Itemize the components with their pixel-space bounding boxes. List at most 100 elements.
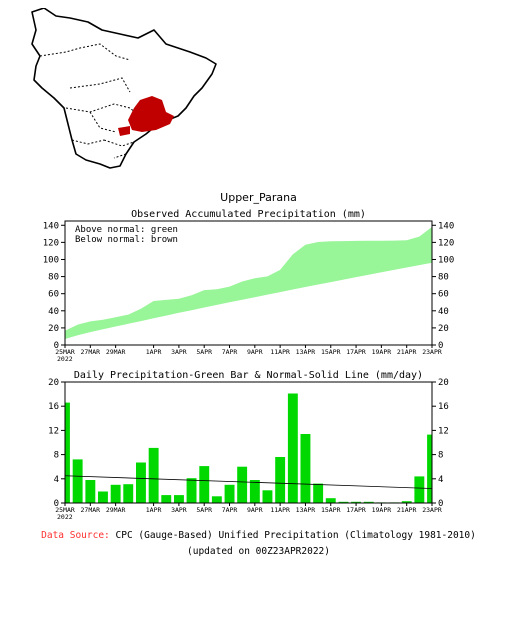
y-tick-label-left: 0 (54, 499, 59, 509)
south-america-outline (31, 8, 217, 169)
x-tick-label: 7APR (222, 348, 238, 356)
x-tick-label: 5APR (196, 506, 212, 514)
daily-bar (325, 498, 336, 503)
daily-bar (427, 434, 432, 503)
x-tick-label: 21APR (397, 506, 417, 514)
x-year-label: 2022 (57, 513, 73, 521)
y-tick-label-right: 0 (438, 341, 443, 351)
upper-parana-region (128, 96, 174, 132)
daily-bar (161, 495, 172, 503)
x-tick-label: 11APR (270, 348, 290, 356)
daily-bar (300, 434, 311, 503)
daily-bar (72, 459, 83, 503)
y-tick-label-right: 80 (438, 273, 449, 283)
y-tick-label-right: 0 (438, 499, 443, 509)
x-tick-label: 19APR (372, 348, 392, 356)
y-tick-label-left: 40 (48, 307, 59, 317)
x-tick-label: 23APR (422, 348, 442, 356)
x-tick-label: 15APR (321, 506, 341, 514)
x-tick-label: 15APR (321, 348, 341, 356)
legend-line: Above normal: green (75, 225, 178, 235)
daily-bar (363, 501, 374, 503)
daily-bar (275, 457, 286, 503)
data-source-label: Data Source: (41, 530, 110, 541)
daily-bar (65, 402, 70, 503)
y-tick-label-right: 140 (438, 221, 454, 231)
x-tick-label: 27MAR (81, 506, 101, 514)
y-tick-label-right: 40 (438, 307, 449, 317)
plot-border (64, 220, 433, 346)
region-outlet (118, 126, 130, 136)
x-tick-label: 9APR (247, 348, 263, 356)
daily-bar (110, 484, 121, 503)
y-tick-label-right: 20 (438, 378, 449, 388)
plot-border (64, 381, 433, 504)
daily-bar (98, 491, 108, 503)
y-tick-label-right: 120 (438, 238, 454, 248)
x-tick-label: 13APR (296, 348, 316, 356)
x-tick-label: 25MAR (55, 348, 75, 356)
above-normal-area (65, 226, 432, 339)
x-tick-label: 27MAR (81, 348, 101, 356)
daily-bar (351, 501, 361, 503)
y-tick-label-left: 0 (54, 341, 59, 351)
x-tick-label: 1APR (146, 348, 162, 356)
legend-line: Below normal: brown (75, 235, 178, 245)
x-tick-label: 1APR (146, 506, 162, 514)
x-tick-label: 3APR (171, 348, 187, 356)
daily-bar (199, 466, 210, 503)
daily-bar (414, 476, 425, 503)
x-tick-label: 5APR (196, 348, 212, 356)
x-tick-label: 7APR (222, 506, 238, 514)
y-tick-label-left: 20 (48, 324, 59, 334)
x-tick-label: 11APR (270, 506, 290, 514)
daily-bar (313, 483, 324, 503)
daily-bar (237, 466, 248, 503)
normal-line (64, 475, 433, 489)
y-tick-label-left: 12 (48, 426, 59, 436)
daily-bar (401, 501, 412, 503)
x-tick-label: 29MAR (106, 348, 126, 356)
y-tick-label-right: 4 (438, 475, 443, 485)
x-tick-label: 19APR (372, 506, 392, 514)
daily-bar (136, 462, 146, 503)
y-tick-label-left: 60 (48, 290, 59, 300)
y-tick-label-left: 20 (48, 378, 59, 388)
region-title: Upper_Parana (220, 191, 297, 204)
y-tick-label-left: 100 (43, 255, 59, 265)
y-tick-label-left: 80 (48, 273, 59, 283)
y-tick-label-right: 60 (438, 290, 449, 300)
x-tick-label: 17APR (346, 348, 366, 356)
daily-bar (174, 495, 184, 503)
data-source-line: Data Source: CPC (Gauge-Based) Unified P… (0, 530, 517, 541)
daily-bar (211, 496, 222, 503)
x-tick-label: 21APR (397, 348, 417, 356)
updated-timestamp: (updated on 00Z23APR2022) (187, 546, 330, 557)
daily-bar (186, 478, 197, 503)
x-tick-label: 13APR (296, 506, 316, 514)
x-year-label: 2022 (57, 355, 73, 363)
y-tick-label-left: 16 (48, 402, 59, 412)
y-tick-label-left: 8 (54, 451, 59, 461)
daily-bar (287, 393, 298, 503)
chart-title: Observed Accumulated Precipitation (mm) (131, 209, 366, 220)
daily-bar (123, 484, 134, 503)
daily-bar (85, 480, 96, 503)
y-tick-label-right: 20 (438, 324, 449, 334)
chart-title: Daily Precipitation-Green Bar & Normal-S… (74, 370, 423, 381)
daily-bar (224, 484, 235, 503)
accumulated-precipitation-chart: Observed Accumulated Precipitation (mm) 0… (43, 209, 455, 363)
y-tick-label-right: 12 (438, 426, 449, 436)
x-tick-label: 3APR (171, 506, 187, 514)
y-tick-label-right: 16 (438, 402, 449, 412)
x-tick-label: 23APR (422, 506, 442, 514)
daily-precipitation-chart: Daily Precipitation-Green Bar & Normal-S… (48, 370, 449, 521)
y-tick-label-right: 100 (438, 255, 454, 265)
y-tick-label-right: 8 (438, 451, 443, 461)
region-map (31, 8, 217, 169)
x-tick-label: 9APR (247, 506, 263, 514)
y-tick-label-left: 140 (43, 221, 59, 231)
daily-bar (148, 447, 159, 503)
country-borders (39, 43, 143, 159)
daily-bar (262, 490, 273, 503)
